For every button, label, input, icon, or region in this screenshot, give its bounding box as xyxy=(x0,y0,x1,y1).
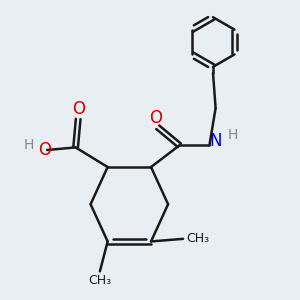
Text: CH₃: CH₃ xyxy=(186,232,209,245)
Text: H: H xyxy=(227,128,238,142)
Text: N: N xyxy=(209,132,222,150)
Text: O: O xyxy=(149,109,162,127)
Text: O: O xyxy=(38,141,51,159)
Text: CH₃: CH₃ xyxy=(88,274,112,287)
Text: H: H xyxy=(24,138,34,152)
Text: O: O xyxy=(72,100,85,118)
